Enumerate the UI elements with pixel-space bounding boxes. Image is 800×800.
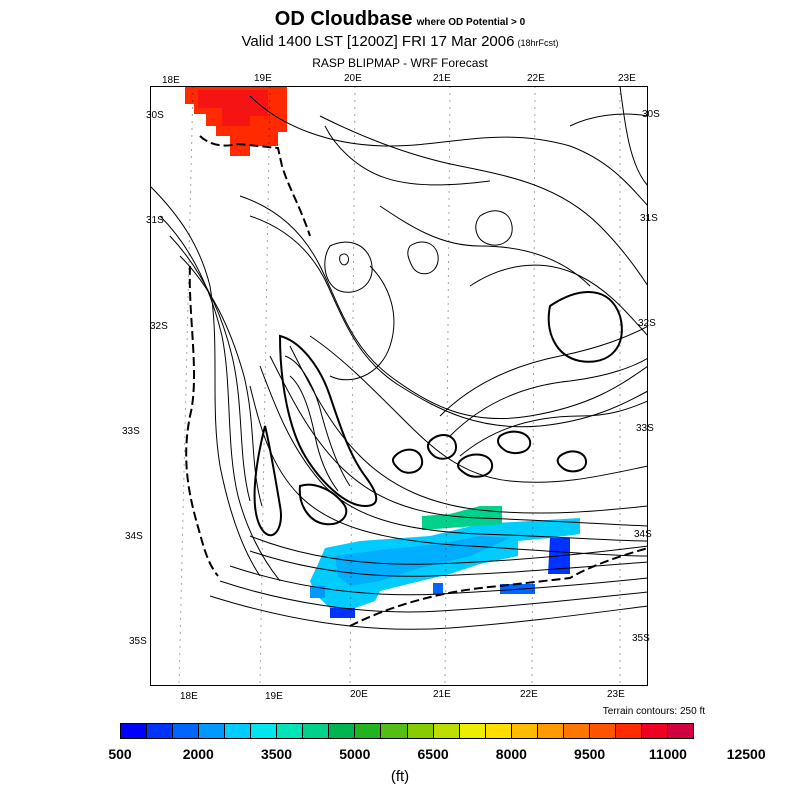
colorbar-swatch	[641, 724, 668, 738]
colorbar-tick-label: 12500	[726, 746, 766, 762]
lon-label-bottom-18e: 18E	[180, 691, 198, 702]
lon-label-bottom-23e: 23E	[607, 689, 625, 700]
lat-label-left-30s: 30S	[146, 110, 164, 121]
colorbar-swatch	[303, 724, 330, 738]
colorbar-tick-label: 9500	[574, 746, 606, 762]
colorbar-swatch	[121, 724, 148, 738]
colorbar-swatch	[407, 724, 434, 738]
colorbar-tick-label: 3500	[260, 746, 293, 762]
terrain-note: Terrain contours: 250 ft	[602, 706, 705, 717]
colorbar-swatch	[667, 724, 694, 738]
map-canvas	[150, 86, 648, 686]
lat-label-right-32s: 32S	[638, 318, 656, 329]
colorbar-swatch	[199, 724, 226, 738]
colorbar-tick-label: 500	[108, 746, 132, 762]
lon-label-top-23e: 23E	[618, 73, 636, 84]
colorbar-unit: (ft)	[390, 768, 410, 785]
graticule	[178, 86, 621, 686]
lat-label-left-33s: 33S	[122, 426, 140, 437]
colorbar-swatch	[251, 724, 278, 738]
colorbar-swatch	[563, 724, 590, 738]
colorbar-swatch	[277, 724, 304, 738]
map-frame	[150, 86, 648, 686]
colorbar-tick-label: 2000	[182, 746, 214, 762]
colorbar-swatch	[485, 724, 512, 738]
lon-label-top-22e: 22E	[527, 73, 545, 84]
valid-time: Valid 1400 LST [1200Z] FRI 17 Mar 2006 (1…	[0, 33, 800, 50]
lat-label-left-32s: 32S	[150, 321, 168, 332]
colorbar-swatch	[355, 724, 382, 738]
title-qualifier: where OD Potential > 0	[416, 17, 526, 28]
map-title: OD Cloudbase where OD Potential > 0	[0, 8, 800, 31]
colorbar-swatch	[173, 724, 200, 738]
coastline	[185, 135, 648, 627]
colorbar-swatch	[459, 724, 486, 738]
colorbar-swatch	[433, 724, 460, 738]
lat-label-left-34s: 34S	[125, 531, 143, 542]
cloudbase-fill	[185, 86, 580, 618]
lon-label-bottom-19e: 19E	[265, 691, 283, 702]
lat-label-left-31s: 31S	[146, 215, 164, 226]
title-main: OD Cloudbase	[274, 8, 413, 30]
colorbar-swatch	[511, 724, 538, 738]
colorbar-swatch	[381, 724, 408, 738]
colorbar-swatch	[615, 724, 642, 738]
colorbar-swatch	[329, 724, 356, 738]
lon-label-top-21e: 21E	[433, 73, 451, 84]
lon-label-top-19e: 19E	[254, 73, 272, 84]
lon-label-top-18e: 18E	[162, 75, 180, 86]
valid-time-text: Valid 1400 LST [1200Z] FRI 17 Mar 2006	[241, 33, 515, 50]
lon-label-bottom-22e: 22E	[520, 689, 538, 700]
colorbar-tick-label: 5000	[339, 746, 371, 762]
forecast-hour: (18hrFcst)	[517, 38, 559, 48]
lat-label-right-34s: 34S	[634, 529, 652, 540]
lat-label-right-35s: 35S	[632, 633, 650, 644]
model-name: RASP BLIPMAP - WRF Forecast	[312, 56, 488, 70]
terrain-contours	[150, 86, 648, 630]
colorbar-swatch	[225, 724, 252, 738]
colorbar-tick-label: 6500	[417, 746, 449, 762]
colorbar-tick-label: 11000	[648, 746, 687, 762]
colorbar-swatch	[537, 724, 564, 738]
lat-label-right-33s: 33S	[636, 423, 654, 434]
lat-label-right-30s: 30S	[642, 109, 660, 120]
lat-label-right-31s: 31S	[640, 213, 658, 224]
lon-label-bottom-21e: 21E	[433, 689, 451, 700]
colorbar-tick-label: 8000	[495, 746, 527, 762]
lat-label-left-35s: 35S	[129, 636, 147, 647]
lon-label-top-20e: 20E	[344, 73, 362, 84]
colorbar	[120, 723, 694, 739]
colorbar-swatch	[147, 724, 174, 738]
lon-label-bottom-20e: 20E	[350, 689, 368, 700]
colorbar-swatch	[589, 724, 616, 738]
